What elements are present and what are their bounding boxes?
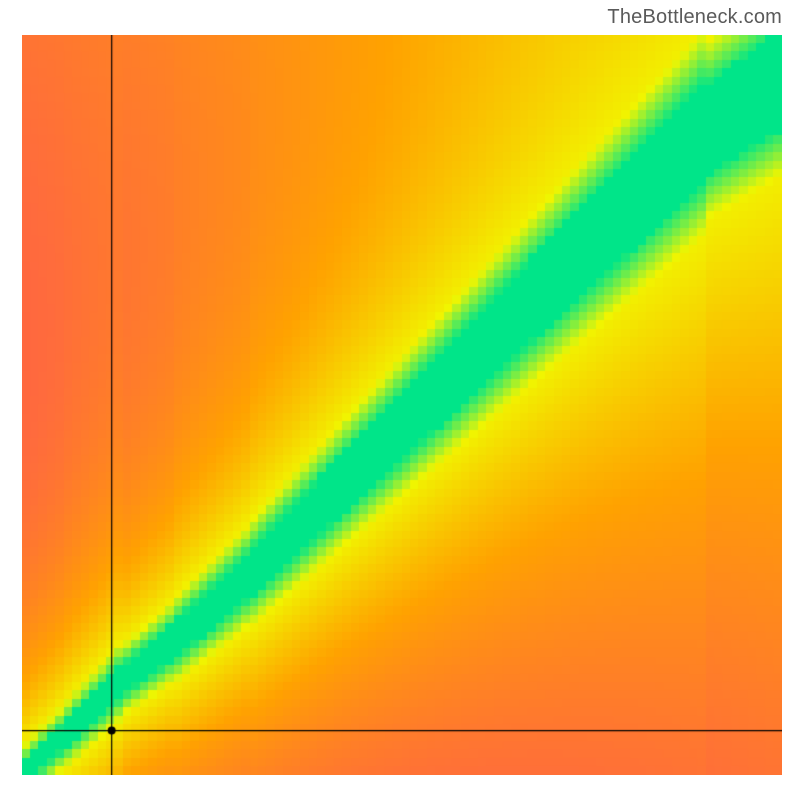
bottleneck-heatmap — [22, 35, 782, 775]
watermark-text: TheBottleneck.com — [607, 6, 782, 29]
